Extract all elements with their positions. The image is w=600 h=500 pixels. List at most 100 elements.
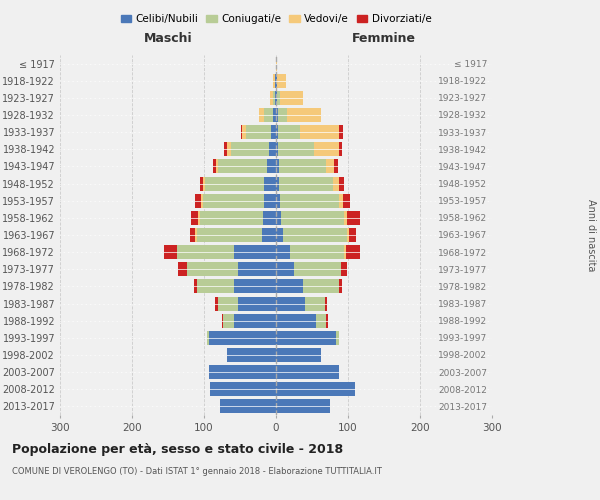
Bar [276,245,290,259]
Text: Popolazione per età, sesso e stato civile - 2018: Popolazione per età, sesso e stato civil… [12,442,343,456]
Bar [276,211,281,225]
Bar [287,108,322,122]
Bar [279,160,326,173]
Bar [214,160,215,173]
Bar [338,280,342,293]
Bar [220,400,276,413]
Bar [203,176,205,190]
Bar [294,262,341,276]
Bar [227,142,232,156]
Bar [207,331,209,345]
Bar [194,280,197,293]
Bar [280,194,340,207]
Bar [276,365,340,379]
Bar [276,56,277,70]
Bar [273,91,275,105]
Bar [276,228,283,242]
Bar [283,228,347,242]
Text: Femmine: Femmine [352,32,416,44]
Text: Anni di nascita: Anni di nascita [586,199,596,271]
Bar [238,262,276,276]
Bar [276,280,302,293]
Bar [333,176,338,190]
Bar [276,160,279,173]
Bar [234,280,276,293]
Bar [276,296,305,310]
Bar [238,296,276,310]
Bar [338,176,344,190]
Bar [316,314,326,328]
Bar [269,142,276,156]
Bar [340,142,341,156]
Bar [224,142,227,156]
Bar [275,91,276,105]
Bar [276,108,278,122]
Legend: Celibi/Nubili, Coniugati/e, Vedovi/e, Divorziati/e: Celibi/Nubili, Coniugati/e, Vedovi/e, Di… [116,10,436,29]
Bar [266,160,276,173]
Bar [218,296,238,310]
Bar [203,194,265,207]
Bar [276,262,294,276]
Bar [340,194,343,207]
Text: Maschi: Maschi [143,32,193,44]
Bar [205,176,265,190]
Bar [336,331,340,345]
Bar [276,382,355,396]
Bar [196,228,197,242]
Bar [164,245,176,259]
Bar [276,176,279,190]
Bar [278,108,287,122]
Bar [265,108,273,122]
Bar [222,314,223,328]
Bar [200,211,263,225]
Bar [210,382,276,396]
Bar [234,245,276,259]
Bar [218,160,266,173]
Bar [232,142,269,156]
Bar [246,125,271,139]
Bar [334,160,338,173]
Bar [276,400,330,413]
Bar [346,245,360,259]
Bar [265,194,276,207]
Bar [326,314,328,328]
Bar [277,91,280,105]
Bar [344,245,346,259]
Bar [347,228,349,242]
Bar [273,108,276,122]
Bar [201,194,203,207]
Bar [340,125,343,139]
Bar [276,194,280,207]
Bar [209,331,276,345]
Bar [178,262,187,276]
Bar [276,348,322,362]
Bar [259,108,265,122]
Bar [215,160,218,173]
Bar [187,262,238,276]
Bar [277,74,286,88]
Bar [271,125,276,139]
Bar [242,125,246,139]
Text: COMUNE DI VEROLENGO (TO) - Dati ISTAT 1° gennaio 2018 - Elaborazione TUTTITALIA.: COMUNE DI VEROLENGO (TO) - Dati ISTAT 1°… [12,468,382,476]
Bar [275,74,276,88]
Bar [263,211,276,225]
Bar [265,176,276,190]
Bar [349,228,356,242]
Bar [341,262,347,276]
Bar [223,314,234,328]
Bar [281,211,344,225]
Bar [215,296,218,310]
Bar [280,91,302,105]
Bar [196,194,201,207]
Bar [305,296,325,310]
Bar [276,125,278,139]
Bar [344,211,347,225]
Bar [347,211,359,225]
Bar [209,365,276,379]
Bar [276,314,316,328]
Bar [197,228,262,242]
Bar [262,228,276,242]
Bar [276,331,336,345]
Bar [278,142,314,156]
Bar [343,194,350,207]
